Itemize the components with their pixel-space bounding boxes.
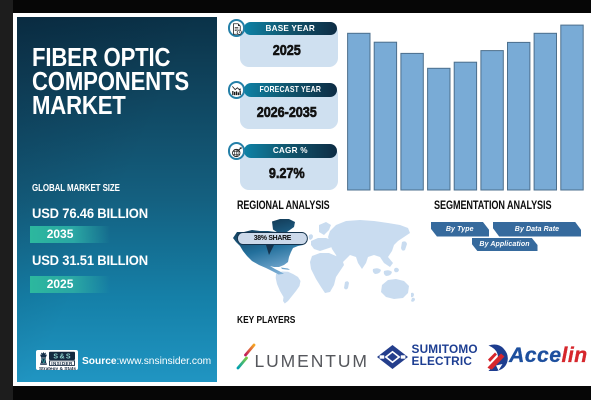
svg-text:Strategy & Stats: Strategy & Stats [38,366,75,371]
svg-text:S & S: S & S [53,353,71,360]
svg-text:INSIDER: INSIDER [51,360,73,365]
